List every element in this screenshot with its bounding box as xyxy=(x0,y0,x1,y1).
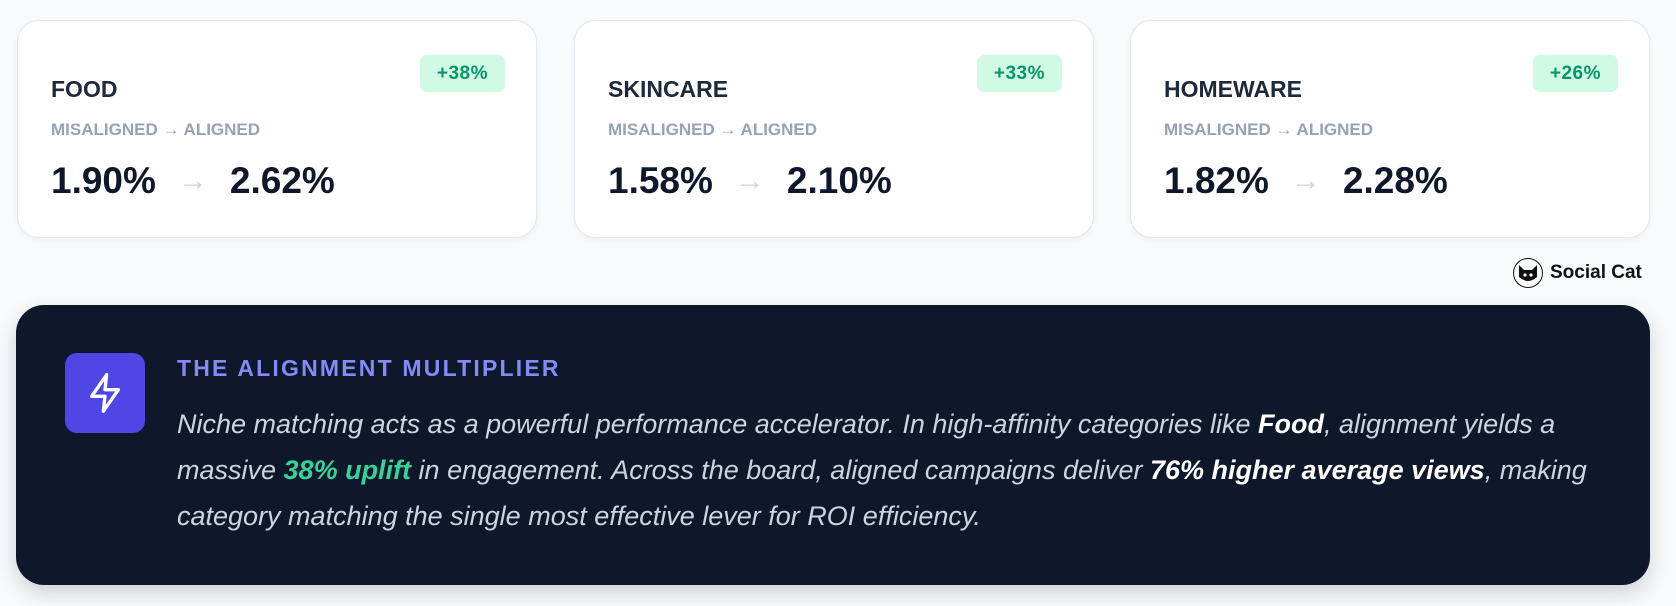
body-text: in engagement. Across the board, aligned… xyxy=(411,455,1150,485)
insight-panel: THE ALIGNMENT MULTIPLIER Niche matching … xyxy=(16,305,1650,585)
insight-icon-box xyxy=(65,353,145,433)
insight-body: Niche matching acts as a powerful perfor… xyxy=(177,401,1617,539)
body-emphasis: 76% higher average views xyxy=(1150,455,1485,485)
uplift-badge: +38% xyxy=(419,55,505,92)
lightning-bolt-icon xyxy=(90,372,121,413)
card-label: MISALIGNED → ALIGNED xyxy=(1164,120,1374,139)
rate-comparison: 1.90% → 2.62% xyxy=(51,160,335,202)
aligned-rate: 2.62% xyxy=(229,160,335,201)
arrow-right-icon: → xyxy=(177,164,208,197)
card-title: HOMEWARE xyxy=(1164,76,1302,102)
misaligned-rate: 1.82% xyxy=(1164,160,1269,201)
category-card-food: FOOD +38% MISALIGNED → ALIGNED 1.90% → 2… xyxy=(17,20,537,238)
arrow-right-icon: → xyxy=(734,164,765,197)
body-text: Niche matching acts as a powerful perfor… xyxy=(177,409,1259,439)
uplift-badge: +33% xyxy=(976,55,1062,92)
category-card-skincare: SKINCARE +33% MISALIGNED → ALIGNED 1.58%… xyxy=(574,20,1094,238)
misaligned-rate: 1.58% xyxy=(608,160,713,201)
body-highlight: 38% uplift xyxy=(283,455,412,485)
rate-comparison: 1.58% → 2.10% xyxy=(608,160,892,202)
brand-name: Social Cat xyxy=(1550,262,1642,283)
uplift-badge: +26% xyxy=(1532,55,1618,92)
card-title: SKINCARE xyxy=(608,76,729,102)
card-title: FOOD xyxy=(51,76,118,102)
aligned-rate: 2.28% xyxy=(1342,160,1448,201)
rate-comparison: 1.82% → 2.28% xyxy=(1164,160,1448,202)
body-text: , alignment yields a massive xyxy=(177,409,1556,485)
body-emphasis: Food xyxy=(1258,409,1324,439)
body-text: , making category matching the single mo… xyxy=(177,455,1587,531)
brand-logo: Social Cat xyxy=(1513,258,1642,288)
arrow-right-icon: → xyxy=(1290,164,1321,197)
insight-title: THE ALIGNMENT MULTIPLIER xyxy=(177,355,561,381)
category-card-homeware: HOMEWARE +26% MISALIGNED → ALIGNED 1.82%… xyxy=(1130,20,1650,238)
cat-logo-icon xyxy=(1513,258,1543,288)
aligned-rate: 2.10% xyxy=(786,160,892,201)
card-label: MISALIGNED → ALIGNED xyxy=(608,120,818,139)
card-label: MISALIGNED → ALIGNED xyxy=(51,120,261,139)
misaligned-rate: 1.90% xyxy=(51,160,156,201)
